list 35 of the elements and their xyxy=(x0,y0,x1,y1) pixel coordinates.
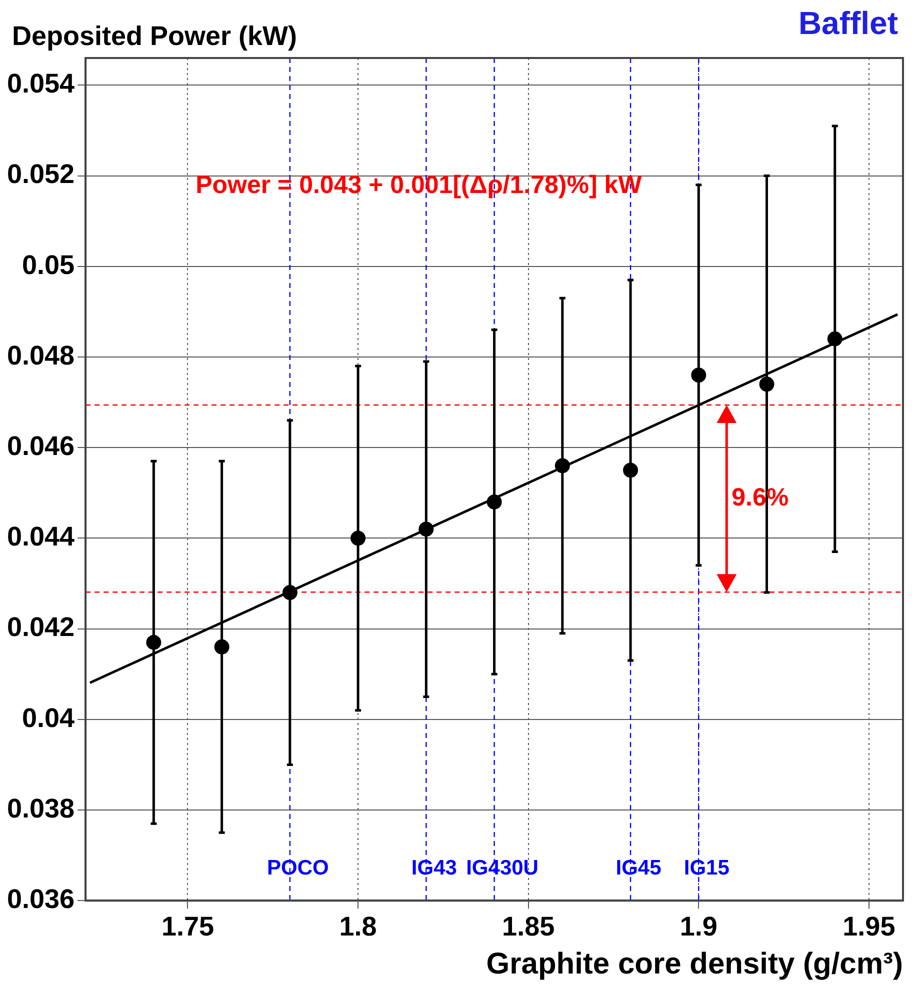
y-tick-label: 0.044 xyxy=(6,522,75,552)
x-tick-label: 1.75 xyxy=(161,911,214,942)
y-tick-label: 0.038 xyxy=(6,793,75,824)
point xyxy=(691,368,706,383)
y-tick-label: 0.036 xyxy=(6,884,75,914)
x-tick-label: 1.85 xyxy=(502,911,555,942)
point xyxy=(827,331,842,346)
ref-line-label: POCO xyxy=(267,856,329,880)
y-tick-label: 0.048 xyxy=(6,340,75,370)
point xyxy=(418,522,434,537)
ref-line-label: IG430U xyxy=(466,856,538,880)
x-tick-label: 1.8 xyxy=(339,911,377,942)
y-tick-label: 0.042 xyxy=(6,612,75,642)
x-axis-title: Graphite core density (g/cm³) xyxy=(486,947,903,980)
point xyxy=(282,585,298,600)
point xyxy=(486,494,502,510)
point xyxy=(146,634,162,650)
y-tick-label: 0.052 xyxy=(6,159,75,190)
ref-line-label: IG15 xyxy=(684,856,730,880)
y-tick-label: 0.046 xyxy=(6,431,75,462)
point xyxy=(214,639,230,654)
point xyxy=(350,530,366,546)
x-tick-label: 1.95 xyxy=(842,911,896,942)
y-tick-label: 0.04 xyxy=(22,702,75,733)
point xyxy=(759,376,774,392)
annotation: Power = 0.043 + 0.001[(Δρ/1.78)%] kW xyxy=(196,171,642,199)
ref-line-label: IG45 xyxy=(616,856,662,880)
x-tick-label: 1.9 xyxy=(680,911,718,942)
chart-title: Deposited Power (kW) xyxy=(12,21,298,51)
ref-line-label: IG43 xyxy=(411,856,457,880)
text: Bafflet xyxy=(798,5,898,41)
point xyxy=(623,462,638,478)
y-tick-label: 0.05 xyxy=(22,250,75,280)
point xyxy=(554,458,570,474)
y-tick-label: 0.054 xyxy=(6,68,75,99)
